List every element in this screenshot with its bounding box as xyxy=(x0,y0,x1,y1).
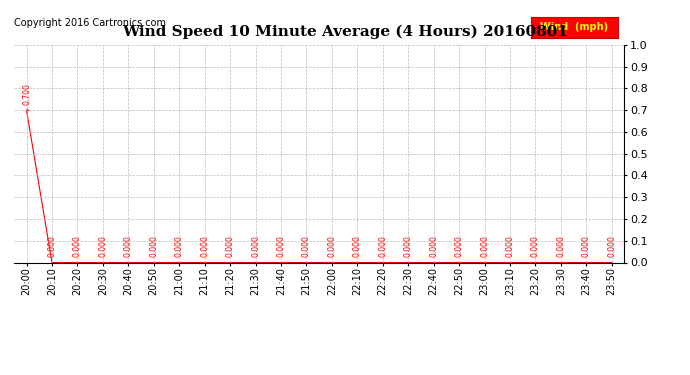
Text: 0.000: 0.000 xyxy=(277,235,286,257)
Text: 0.000: 0.000 xyxy=(124,235,132,257)
Text: 0.700: 0.700 xyxy=(22,83,31,105)
Text: 0.000: 0.000 xyxy=(353,235,362,257)
Text: 0.000: 0.000 xyxy=(429,235,438,257)
Text: 0.000: 0.000 xyxy=(607,235,616,257)
Text: 0.000: 0.000 xyxy=(175,235,184,257)
Text: 0.000: 0.000 xyxy=(582,235,591,257)
Text: 0.000: 0.000 xyxy=(200,235,209,257)
Text: Wind  (mph): Wind (mph) xyxy=(540,22,609,32)
Text: 0.000: 0.000 xyxy=(404,235,413,257)
Text: Wind Speed 10 Minute Average (4 Hours) 20160801: Wind Speed 10 Minute Average (4 Hours) 2… xyxy=(122,24,568,39)
Text: 0.000: 0.000 xyxy=(99,235,108,257)
Text: 0.000: 0.000 xyxy=(48,235,57,257)
Text: Copyright 2016 Cartronics.com: Copyright 2016 Cartronics.com xyxy=(14,18,166,28)
Text: 0.000: 0.000 xyxy=(302,235,311,257)
Text: 0.000: 0.000 xyxy=(455,235,464,257)
Text: 0.000: 0.000 xyxy=(531,235,540,257)
Text: 0.000: 0.000 xyxy=(149,235,158,257)
Text: 0.000: 0.000 xyxy=(226,235,235,257)
Text: 0.000: 0.000 xyxy=(480,235,489,257)
Text: 0.000: 0.000 xyxy=(251,235,260,257)
Text: 0.000: 0.000 xyxy=(73,235,82,257)
Text: 0.000: 0.000 xyxy=(378,235,387,257)
Text: 0.000: 0.000 xyxy=(506,235,515,257)
Text: 0.000: 0.000 xyxy=(327,235,336,257)
Text: 0.000: 0.000 xyxy=(556,235,565,257)
